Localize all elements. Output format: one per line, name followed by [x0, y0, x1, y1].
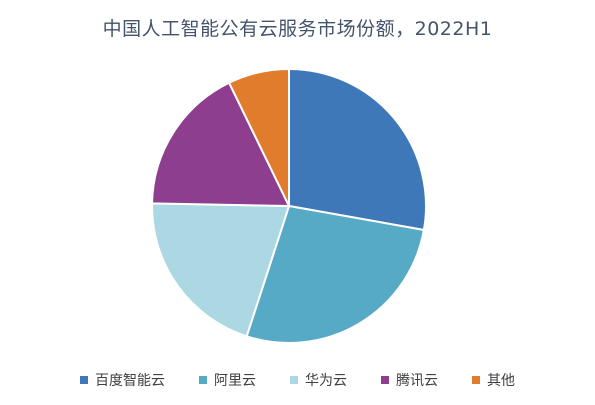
pie-slice-1 [288, 67, 427, 232]
legend-swatch [472, 376, 480, 384]
legend-item: 华为云 [290, 370, 347, 390]
legend-swatch [290, 376, 298, 384]
legend-label: 百度智能云 [95, 373, 165, 389]
pie-slice-4 [151, 81, 291, 208]
pie-slice-5 [227, 67, 290, 207]
legend-swatch [199, 376, 207, 384]
legend-item: 其他 [472, 370, 515, 390]
chart-title: 中国人工智能公有云服务市场份额，2022H1 [102, 18, 493, 40]
pie-slice-2 [245, 204, 426, 344]
legend-item: 阿里云 [199, 370, 256, 390]
chart-legend: 百度智能云 阿里云 华为云 腾讯云 其他 [0, 370, 595, 390]
legend-item: 百度智能云 [80, 370, 165, 390]
legend-item: 腾讯云 [381, 370, 438, 390]
legend-label: 阿里云 [214, 373, 256, 389]
legend-swatch [381, 376, 389, 384]
legend-label: 其他 [487, 373, 515, 389]
pie-slice-3 [151, 202, 291, 338]
legend-label: 华为云 [305, 373, 347, 389]
legend-swatch [80, 376, 88, 384]
legend-label: 腾讯云 [396, 373, 438, 389]
